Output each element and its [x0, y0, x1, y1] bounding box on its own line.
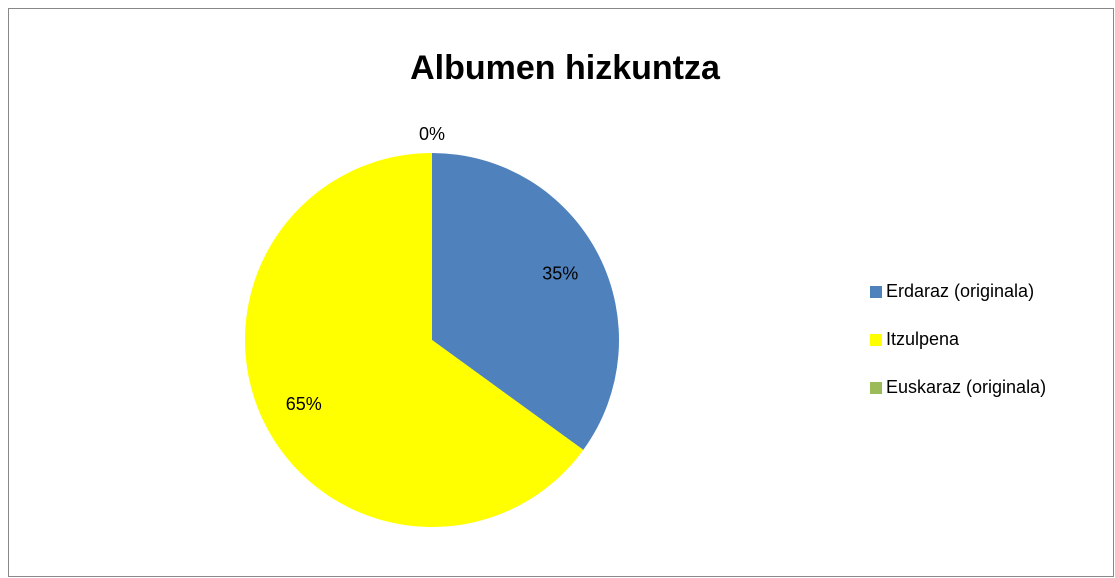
- pie-slice: [245, 153, 584, 527]
- legend-label: Itzulpena: [886, 329, 960, 349]
- data-label: 0%: [419, 124, 445, 144]
- legend-label: Erdaraz (originala): [886, 281, 1034, 301]
- legend-swatch: [870, 382, 882, 394]
- pie-slice: [432, 153, 620, 450]
- data-label: 35%: [542, 263, 578, 283]
- legend-swatch: [870, 334, 882, 346]
- chart-title: Albumen hizkuntza: [410, 49, 721, 87]
- legend-label: Euskaraz (originala): [886, 377, 1046, 397]
- data-label: 65%: [286, 394, 322, 414]
- legend-swatch: [870, 286, 882, 298]
